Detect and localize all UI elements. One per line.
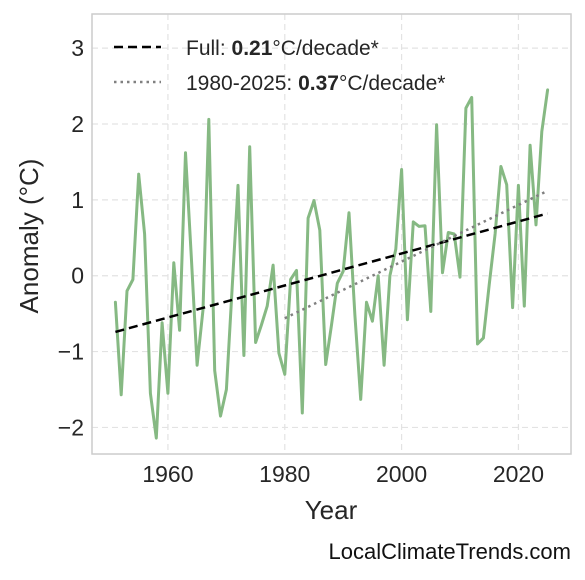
y-axis-label: Anomaly (°C) (14, 159, 44, 314)
x-tick-label: 2000 (376, 461, 427, 487)
legend-full-prefix: Full: (186, 37, 232, 60)
y-tick-label: −2 (58, 414, 84, 440)
y-tick-label: 1 (71, 187, 84, 213)
legend-recent-rate: 0.37 (298, 72, 339, 95)
grid-lines (92, 14, 571, 454)
series-lines (113, 88, 550, 440)
x-tick-label: 2020 (493, 461, 544, 487)
legend: Full: 0.21°C/decade* 1980-2025: 0.37°C/d… (114, 37, 445, 95)
legend-recent-suffix: °C/decade* (339, 72, 445, 95)
plot-frame (91, 13, 572, 455)
x-axis-label: Year (305, 495, 358, 525)
legend-label-full-trend: Full: 0.21°C/decade* (186, 37, 379, 60)
anomaly-series-line (113, 88, 550, 440)
x-tick-label: 1960 (142, 461, 193, 487)
tick-labels: 1960 1980 2000 2020 −2 −1 0 1 2 3 (58, 35, 544, 487)
full-trend-line (115, 212, 548, 334)
legend-label-recent-trend: 1980-2025: 0.37°C/decade* (186, 72, 445, 95)
y-tick-label: 3 (71, 35, 84, 61)
legend-full-suffix: °C/decade* (272, 37, 378, 60)
y-tick-label: 0 (71, 263, 84, 289)
x-tick-label: 1980 (259, 461, 310, 487)
site-watermark: LocalClimateTrends.com (328, 539, 572, 564)
legend-full-rate: 0.21 (232, 37, 273, 60)
y-tick-label: 2 (71, 111, 84, 137)
legend-recent-prefix: 1980-2025: (186, 72, 298, 95)
y-tick-label: −1 (58, 339, 84, 365)
